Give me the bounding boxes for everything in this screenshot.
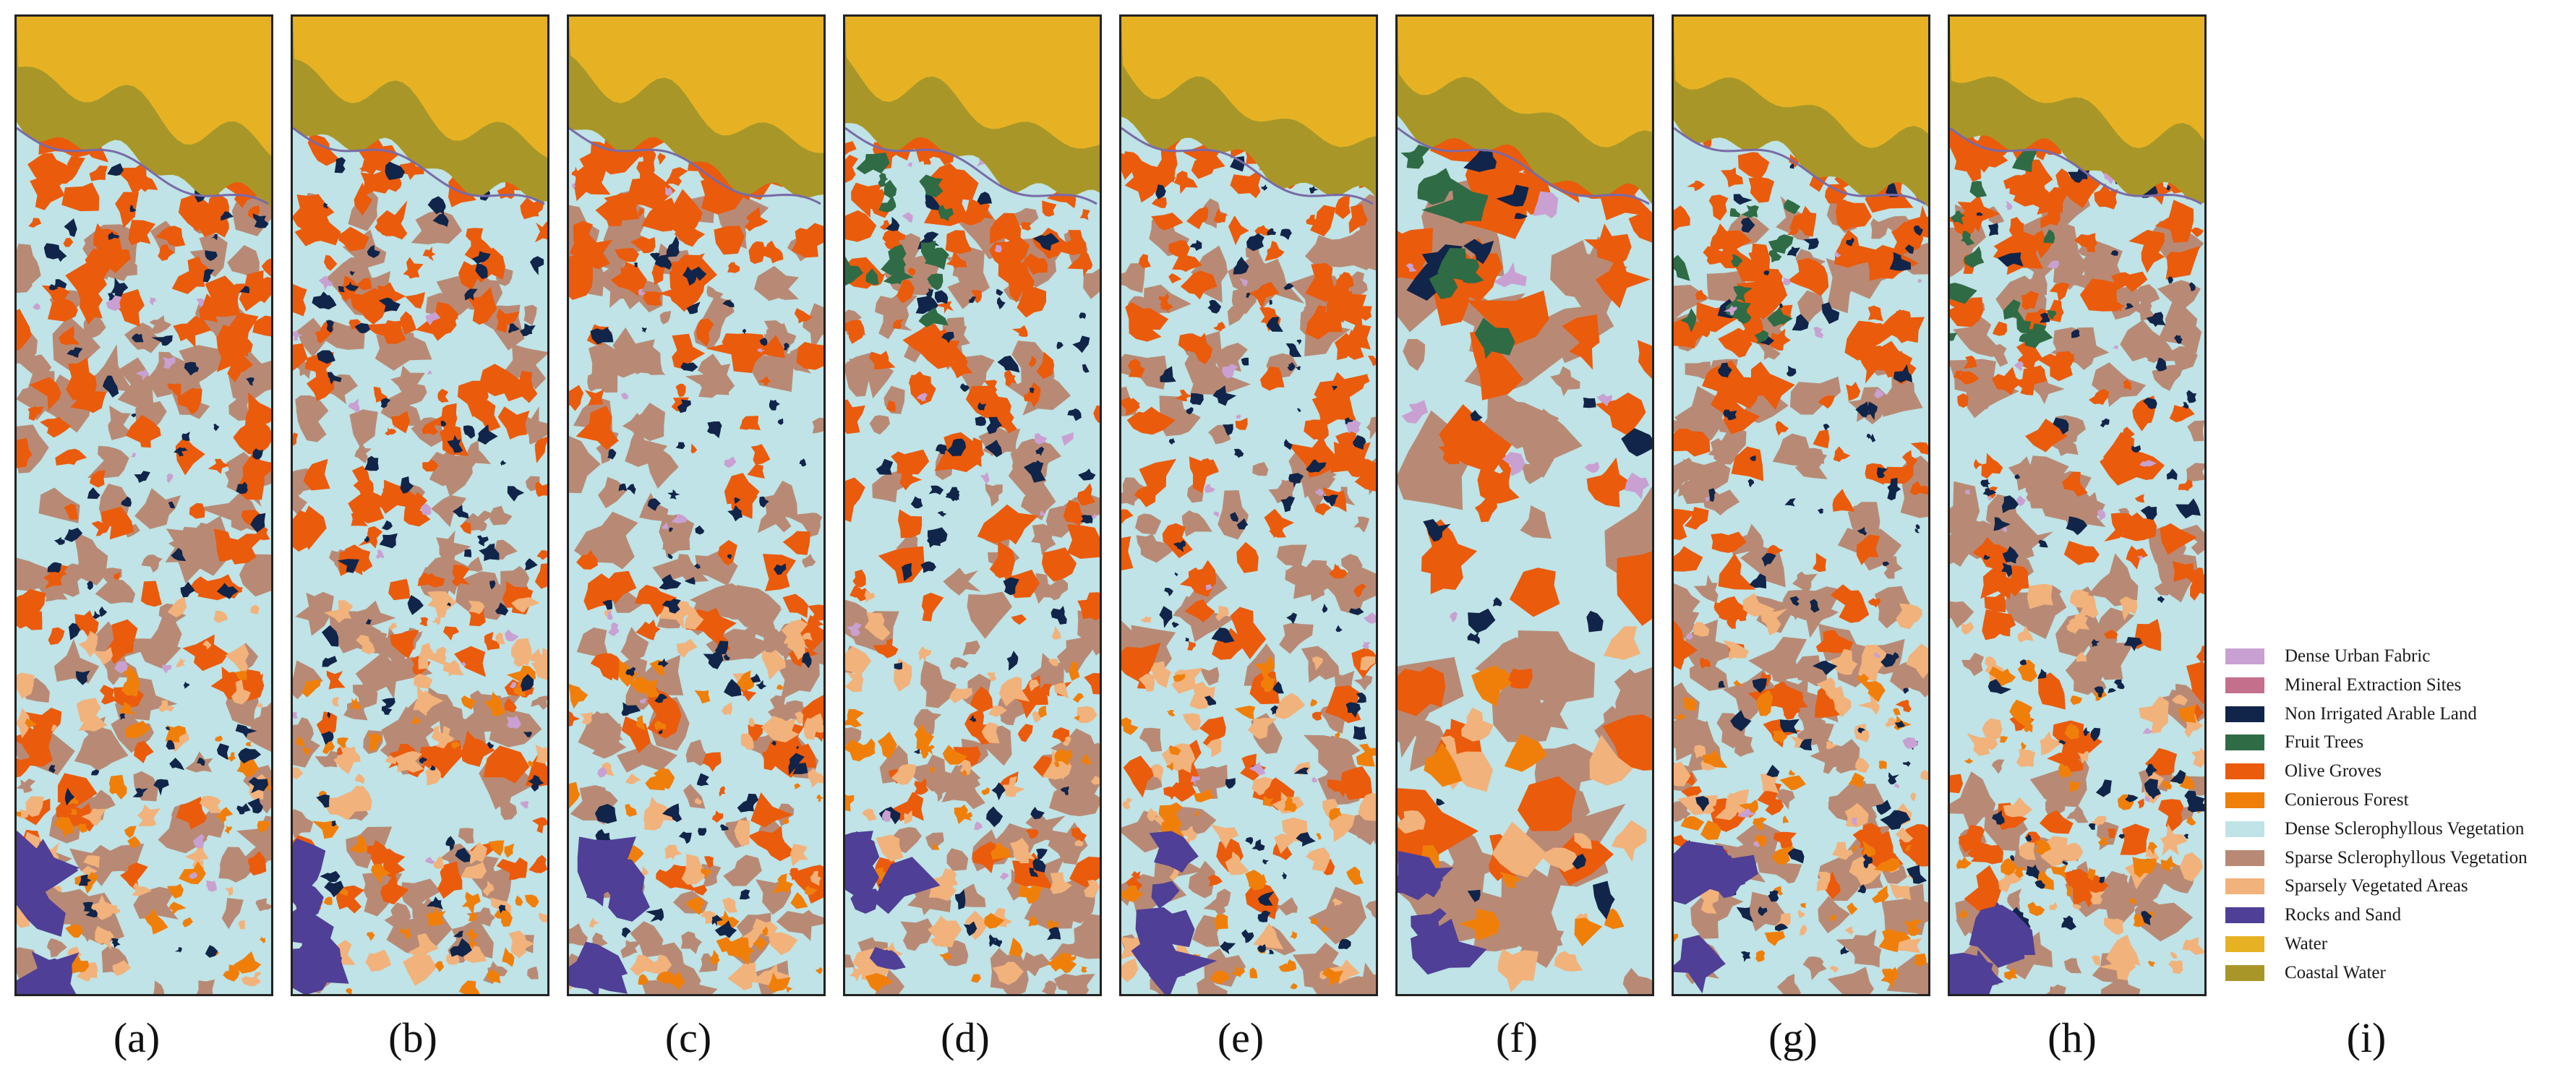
caption-h: (h): [2047, 1014, 2097, 1061]
map-panel-g: [1672, 14, 1930, 996]
caption-b: (b): [388, 1014, 437, 1061]
legend-swatch: [2225, 734, 2264, 751]
legend-swatch: [2225, 964, 2264, 981]
legend-label: Conierous Forest: [2285, 789, 2409, 810]
map-panel-c: [567, 14, 826, 996]
land-cover-map: [1121, 17, 1376, 994]
land-cover-map: [1674, 17, 1928, 994]
legend-label: Non Irrigated Arable Land: [2285, 703, 2477, 724]
map-panel-f: [1395, 14, 1654, 996]
legend-label: Sparsely Vegetated Areas: [2285, 876, 2468, 896]
land-cover-map: [1398, 17, 1652, 994]
legend-swatch: [2225, 821, 2264, 837]
legend-label: Water: [2285, 933, 2328, 954]
caption-d: (d): [941, 1014, 990, 1061]
map-panel-a: [14, 14, 273, 996]
legend-swatch: [2225, 878, 2264, 895]
legend-label: Rocks and Sand: [2285, 905, 2402, 925]
legend-label: Dense Urban Fabric: [2285, 646, 2431, 666]
land-cover-map: [17, 17, 271, 994]
legend-label: Sparse Sclerophyllous Vegetation: [2285, 847, 2528, 868]
map-panel-b: [291, 14, 549, 996]
caption-e: (e): [1217, 1014, 1265, 1061]
legend-swatch: [2225, 763, 2264, 780]
legend-swatch: [2225, 706, 2264, 722]
legend-label: Olive Groves: [2285, 761, 2382, 781]
map-panel-e: [1119, 14, 1378, 996]
legend-swatch: [2225, 648, 2264, 664]
map-panel-h: [1948, 14, 2207, 996]
legend-swatch: [2225, 907, 2264, 924]
legend-swatch: [2225, 792, 2264, 808]
caption-c: (c): [664, 1014, 712, 1061]
legend-swatch: [2225, 935, 2264, 952]
legend-label: Mineral Extraction Sites: [2285, 674, 2462, 695]
land-cover-map: [293, 17, 547, 994]
legend-label: Fruit Trees: [2285, 732, 2364, 753]
map-panel-d: [843, 14, 1102, 996]
legend-swatch: [2225, 849, 2264, 866]
land-cover-map: [845, 17, 1100, 994]
caption-a: (a): [113, 1014, 161, 1061]
land-cover-map: [569, 17, 823, 994]
caption-f: (f): [1496, 1014, 1538, 1061]
legend-label: Coastal Water: [2285, 962, 2386, 982]
legend-swatch: [2225, 677, 2264, 693]
caption-i: (i): [2346, 1014, 2387, 1061]
caption-g: (g): [1768, 1014, 1818, 1061]
land-cover-map: [1950, 17, 2204, 994]
legend-label: Dense Sclerophyllous Vegetation: [2285, 818, 2525, 839]
